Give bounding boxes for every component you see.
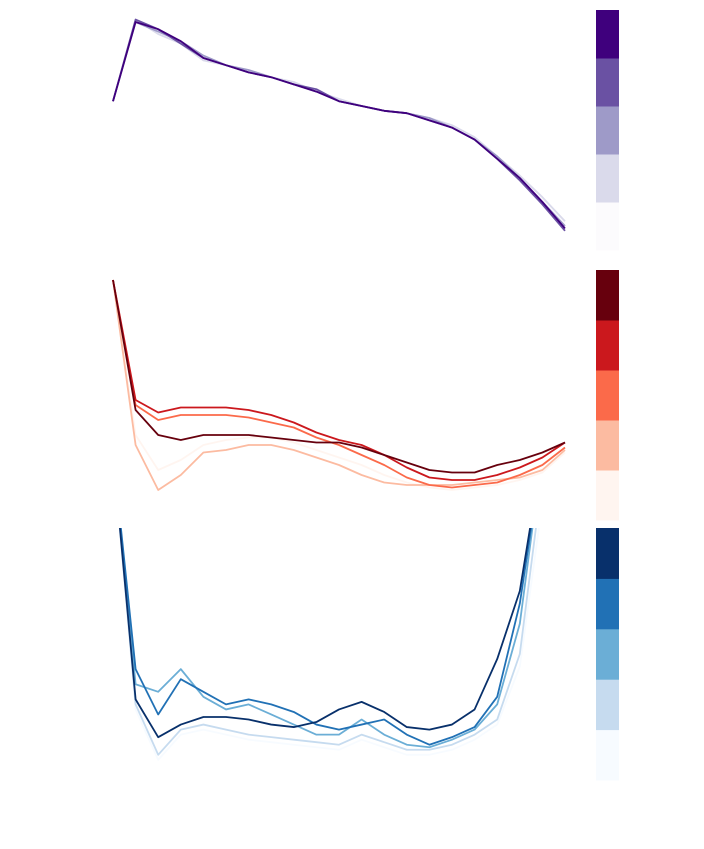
series-line — [118, 528, 537, 756]
series-line — [112, 21, 566, 227]
plot-area — [112, 279, 566, 491]
series-line — [112, 279, 566, 491]
series-line — [119, 528, 531, 739]
series-line — [112, 21, 566, 225]
colorbar-swatch — [596, 729, 619, 781]
plot-area — [112, 18, 566, 232]
colorbar-swatch — [596, 420, 619, 471]
colorbar-swatch — [596, 628, 619, 680]
series-line — [112, 21, 566, 229]
plot-area — [118, 528, 540, 761]
colorbar-swatch — [596, 528, 619, 579]
colorbar-swatch — [596, 370, 619, 421]
series-line — [112, 279, 566, 474]
series-line — [118, 528, 540, 761]
series-line — [112, 18, 566, 222]
colorbar-swatch — [596, 154, 619, 203]
colorbar-swatch — [596, 578, 619, 630]
colorbar-swatch — [596, 106, 619, 155]
series-line — [112, 279, 566, 491]
colorbar-swatch — [596, 320, 619, 371]
colorbar-swatch — [596, 270, 619, 321]
series-line — [112, 279, 566, 489]
series-line — [112, 18, 566, 232]
colorbar-swatch — [596, 58, 619, 107]
colorbar-swatch — [596, 202, 619, 251]
colorbar-swatch — [596, 470, 619, 521]
series-line — [119, 528, 534, 749]
colorbar-swatch — [596, 10, 619, 59]
series-line — [112, 279, 566, 481]
series-line — [119, 528, 533, 746]
colorbar-swatch — [596, 679, 619, 731]
